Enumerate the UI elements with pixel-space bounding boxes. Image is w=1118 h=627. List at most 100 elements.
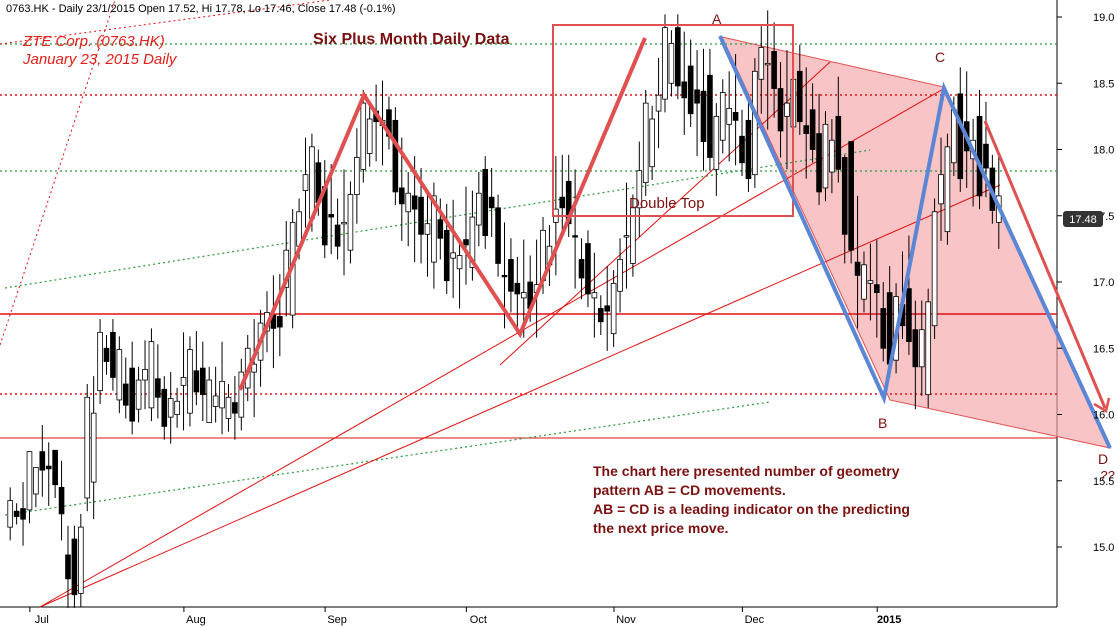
candle-body: [732, 112, 739, 121]
red-zigzag-pattern: [238, 37, 647, 391]
candle-body: [354, 157, 360, 195]
candle-body: [476, 192, 482, 226]
candle-body: [84, 396, 91, 499]
candle-body: [918, 329, 925, 368]
candle-body: [26, 451, 33, 511]
y-tick-label: 15.0: [1093, 542, 1114, 554]
candle-body: [848, 141, 854, 251]
candle-body: [610, 282, 617, 335]
candles: [7, 10, 1002, 608]
candle-body: [617, 259, 623, 292]
candle-body: [155, 378, 161, 398]
candle-body: [655, 94, 662, 112]
candle-body: [642, 102, 649, 184]
candle-body: [983, 143, 989, 169]
x-tick-label: 2015: [877, 614, 901, 626]
candle-body: [578, 259, 585, 279]
chart-title: Six Plus Month Daily Data: [313, 31, 510, 48]
candle-body: [148, 341, 155, 409]
point-d-label: D: [1098, 451, 1108, 467]
candle-body: [835, 115, 842, 170]
candle-body: [58, 486, 65, 515]
candle-body: [193, 370, 200, 393]
y-tick-label: 18.0: [1093, 145, 1114, 157]
candle-body: [508, 259, 514, 292]
candle-body: [424, 223, 431, 235]
candle-body: [110, 331, 116, 378]
candle-body: [668, 43, 675, 84]
y-tick-label: 17.0: [1093, 277, 1114, 289]
candle-body: [501, 274, 508, 278]
candle-body: [411, 195, 418, 210]
candle-body: [752, 70, 758, 176]
point-b-label: B: [878, 415, 887, 431]
candle-body: [867, 280, 874, 284]
x-tick-label: Oct: [470, 614, 487, 626]
candle-body: [174, 400, 180, 415]
note-line: The chart here presented number of geome…: [593, 463, 900, 479]
candle-body: [7, 500, 14, 528]
candle-body: [347, 194, 354, 251]
candle-body: [328, 214, 334, 218]
candle-body: [796, 70, 803, 123]
candle-body: [944, 146, 951, 233]
point-a-label: A: [712, 11, 722, 27]
candle-body: [206, 379, 213, 423]
candle-body: [572, 235, 578, 238]
x-tick-label: Sep: [327, 614, 347, 626]
candle-body: [443, 229, 450, 282]
candle-body: [167, 398, 174, 418]
candle-body: [719, 92, 726, 141]
x-tick-label: Dec: [745, 614, 765, 626]
candle-body: [103, 347, 110, 362]
point-d-question: ??: [1100, 468, 1115, 483]
candle-body: [232, 402, 238, 414]
candle-body: [142, 369, 148, 381]
candle-body: [745, 119, 752, 180]
header-info: 0763.HK - Daily 23/1/2015 Open 17.52, Hi…: [6, 3, 396, 15]
candle-body: [65, 554, 71, 580]
candle-body: [469, 216, 476, 268]
y-tick-label: 18.5: [1093, 78, 1114, 90]
candle-body: [976, 115, 983, 197]
candle-body: [726, 108, 732, 125]
projection-arrow: [983, 120, 1111, 413]
candle-body: [662, 27, 668, 100]
candle-body: [90, 412, 97, 483]
blue-abcd-pattern: [718, 35, 1112, 449]
candle-body: [809, 109, 816, 150]
candle-body: [520, 292, 527, 299]
candle-body: [39, 451, 46, 471]
candle-body: [309, 146, 315, 219]
candle-body: [874, 284, 880, 293]
y-tick-label: 16.0: [1093, 410, 1114, 422]
candle-body: [739, 135, 745, 164]
candle-body: [187, 349, 193, 414]
candle-body: [334, 224, 341, 247]
candle-body: [437, 219, 444, 239]
date-line: January 23, 2015 Daily: [22, 51, 178, 68]
candle-body: [78, 526, 84, 594]
candle-body: [398, 187, 405, 205]
y-tick-label: 16.5: [1093, 343, 1114, 355]
candle-body: [630, 207, 636, 264]
double-top-label: Double Top: [629, 195, 705, 212]
point-c-label: C: [935, 49, 945, 65]
candle-body: [559, 196, 566, 209]
candle-body: [135, 379, 142, 410]
candle-body: [251, 363, 257, 373]
candle-body: [623, 235, 630, 238]
candle-body: [784, 102, 790, 117]
candle-body: [912, 329, 919, 368]
candle-body: [925, 301, 931, 396]
candle-body: [238, 371, 245, 418]
candle-body: [829, 139, 835, 173]
candle-body: [816, 133, 822, 193]
candle-body: [97, 331, 103, 392]
note-line: the next price move.: [593, 520, 728, 536]
candle-body: [585, 243, 591, 295]
note-line: pattern AB = CD movements.: [593, 482, 786, 498]
y-tick-label: 15.5: [1093, 476, 1114, 488]
candle-body: [302, 174, 309, 191]
x-tick-label: Aug: [186, 614, 206, 626]
